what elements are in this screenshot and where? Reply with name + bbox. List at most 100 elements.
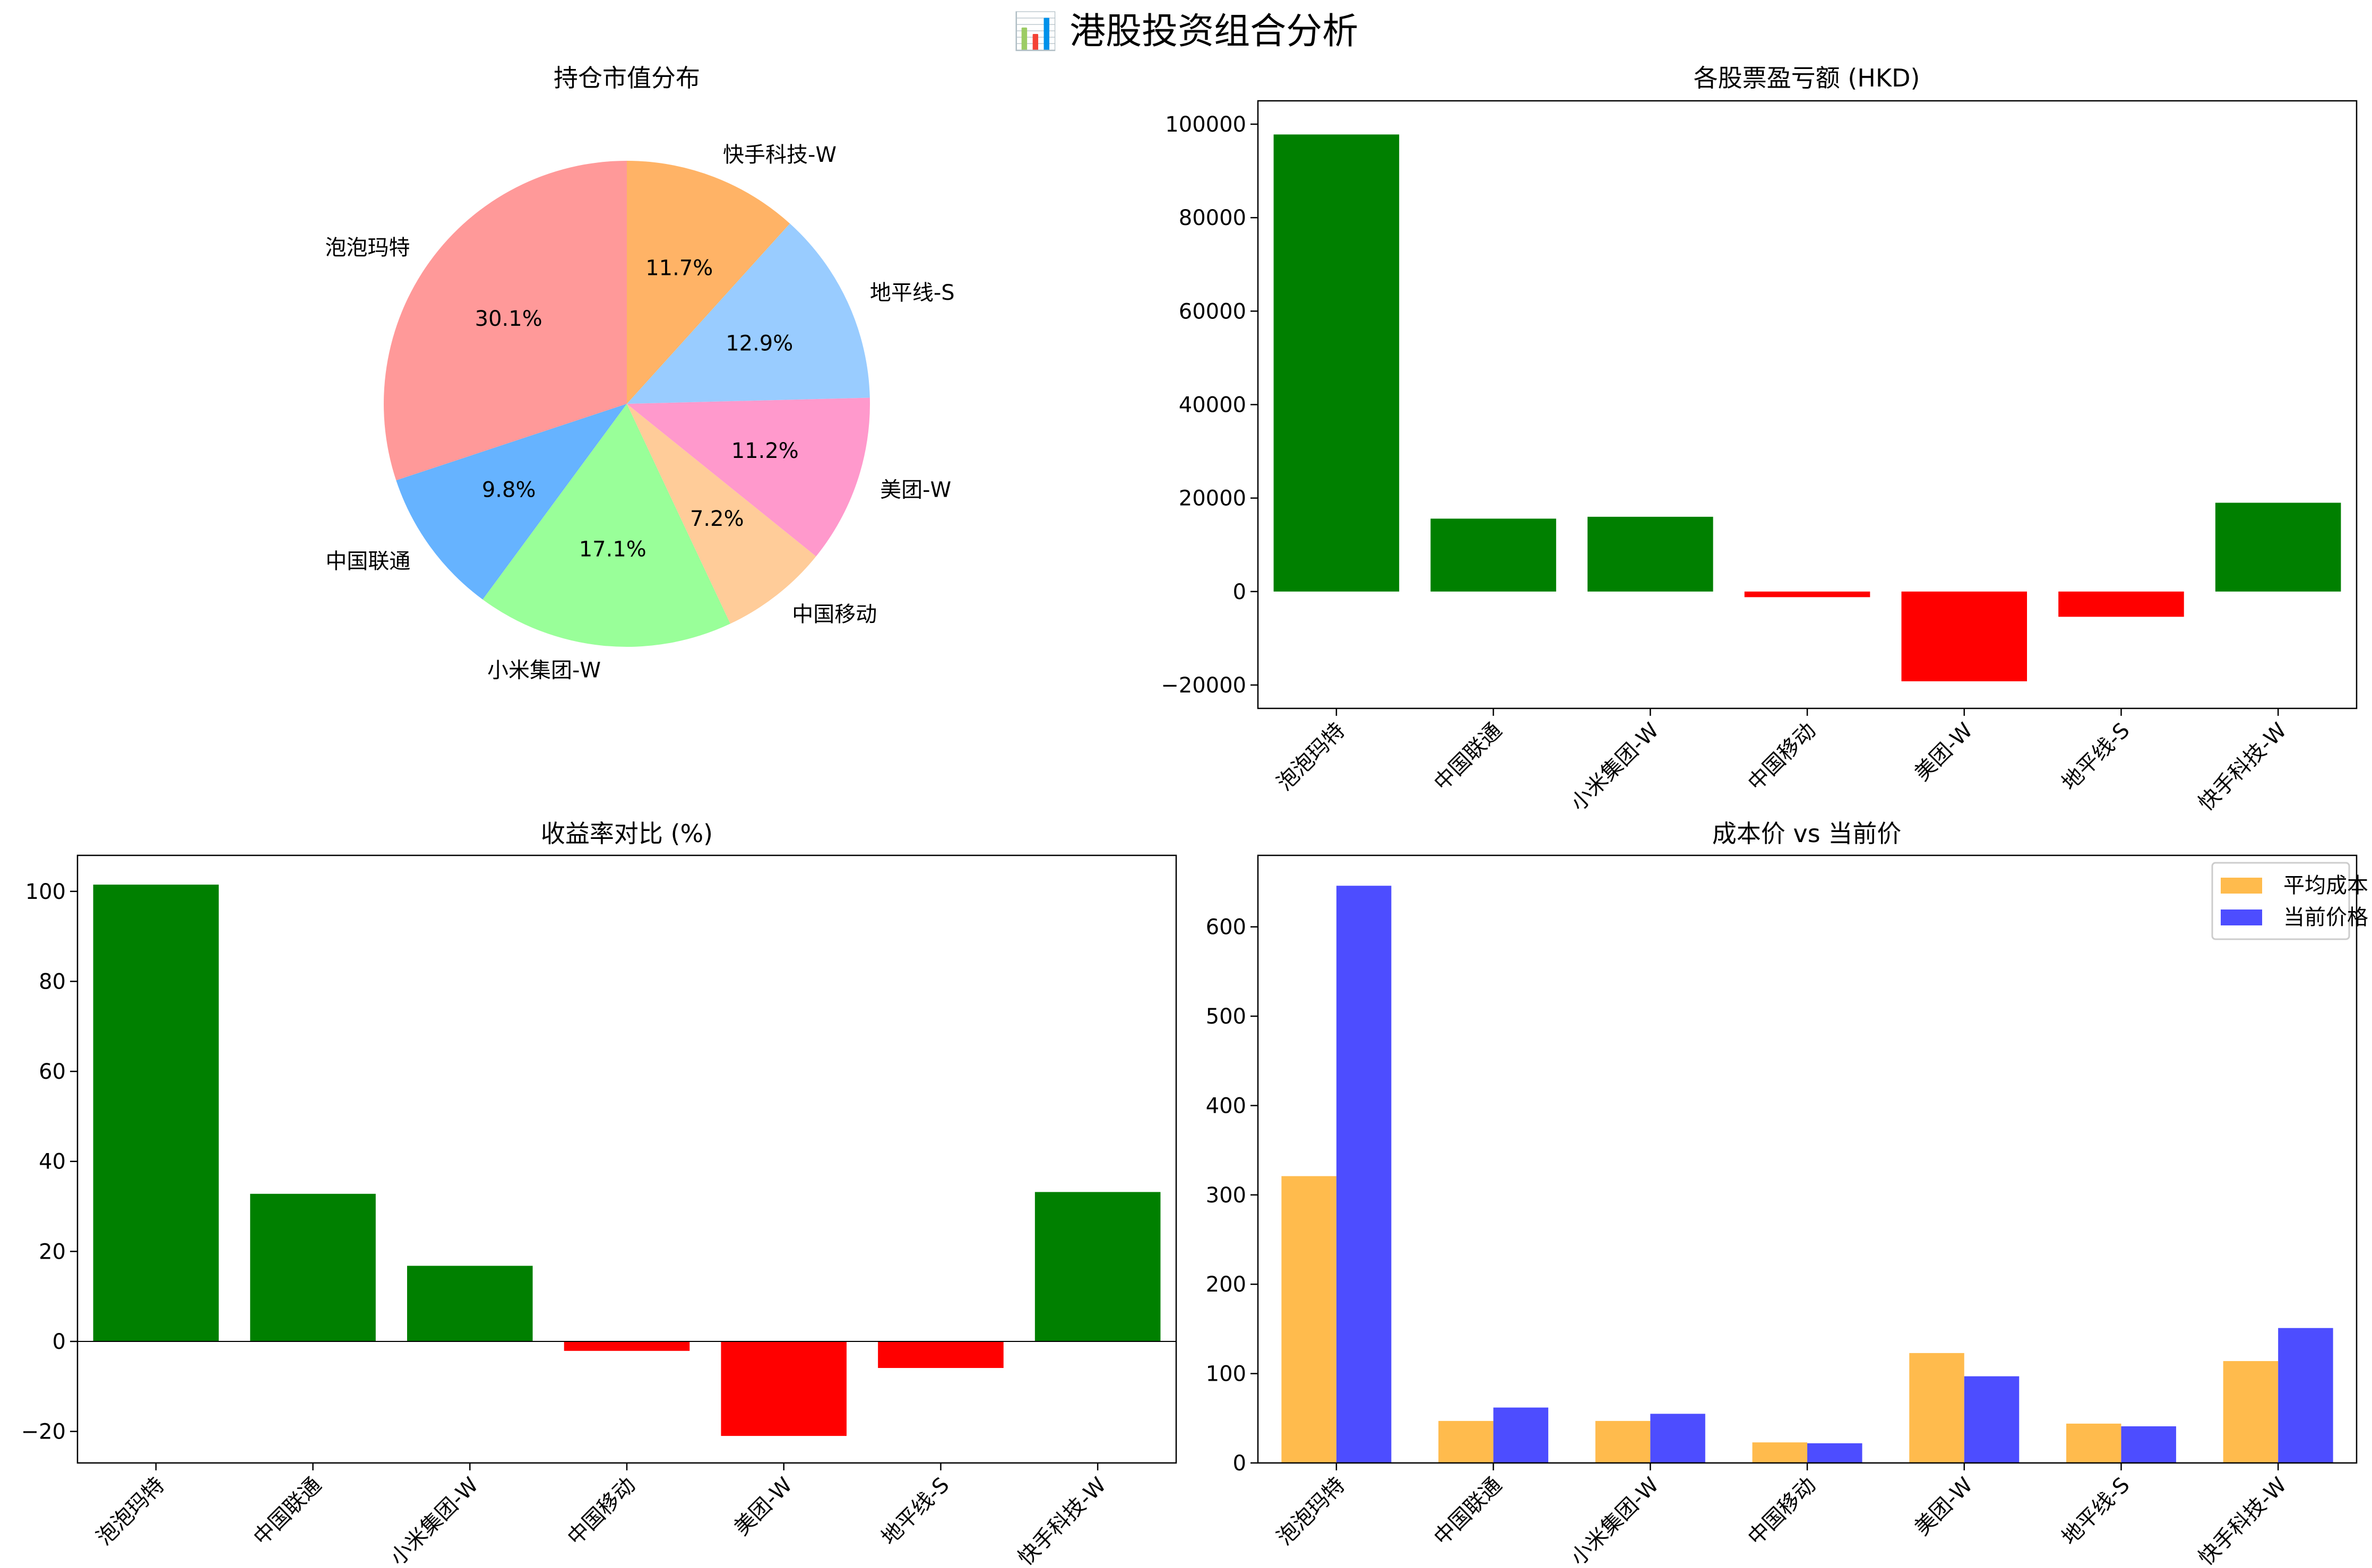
x-tick-label: 地平线-S — [2057, 1473, 2135, 1550]
x-tick-label: 中国移动 — [1743, 1473, 1821, 1550]
return-chart-title: 收益率对比 (%) — [541, 819, 713, 848]
bar-current — [2121, 1426, 2176, 1463]
bar — [564, 1341, 690, 1351]
bar-current — [1336, 886, 1392, 1463]
axes-frame — [1257, 100, 2358, 709]
y-tick-label: 80000 — [1179, 206, 1246, 230]
x-tick-label: 中国移动 — [563, 1473, 640, 1550]
legend-label-current: 当前价格 — [2283, 905, 2368, 930]
x-tick-label: 快手科技-W — [2194, 1473, 2291, 1568]
y-tick-label: 80 — [39, 969, 66, 994]
bar-cost — [1909, 1353, 1964, 1463]
x-tick-label: 美团-W — [1910, 718, 1978, 786]
pie-slice — [482, 404, 731, 647]
y-tick-label: 300 — [1206, 1183, 1246, 1208]
bar-current — [1493, 1407, 1549, 1463]
pie-category-label: 泡泡玛特 — [325, 236, 410, 260]
pie-panel: 持仓市值分布 30.1% 泡泡玛特 9.8% 中国联通 17.1% 小米集团-W 7.2% 中… — [325, 64, 954, 682]
y-tick-label: 20 — [39, 1240, 66, 1264]
y-tick-label: 0 — [53, 1330, 66, 1354]
x-tick-label: 泡泡玛特 — [1272, 1473, 1350, 1550]
pie-pct-label: 9.8% — [482, 478, 536, 503]
y-tick-label: 60 — [39, 1060, 66, 1084]
bar — [1034, 1192, 1161, 1341]
legend-swatch-cost — [2221, 878, 2262, 894]
bar-cost — [1752, 1442, 1807, 1463]
bar — [1430, 518, 1556, 592]
x-tick-label: 中国联通 — [249, 1473, 326, 1550]
price-chart-title: 成本价 vs 当前价 — [1712, 819, 1901, 848]
pie-pct-label: 11.7% — [645, 256, 713, 281]
x-tick-label: 中国联通 — [1429, 718, 1507, 796]
figure-suptitle: 📊 港股投资组合分析 — [1013, 11, 1358, 53]
bar — [1273, 134, 1400, 592]
x-tick-label: 美团-W — [1910, 1473, 1978, 1540]
bar — [878, 1341, 1004, 1368]
bar-current — [2278, 1328, 2333, 1463]
y-tick-label: 600 — [1206, 915, 1246, 940]
bar-current — [1807, 1443, 1862, 1463]
bar-cost — [1438, 1420, 1494, 1463]
bar — [407, 1266, 533, 1341]
y-tick-label: 100 — [1206, 1362, 1246, 1387]
y-tick-label: 200 — [1206, 1272, 1246, 1297]
y-tick-label: 500 — [1206, 1004, 1246, 1029]
x-tick-label: 泡泡玛特 — [1272, 718, 1350, 796]
x-tick-label: 快手科技-W — [1013, 1473, 1111, 1568]
pie-pct-label: 7.2% — [690, 507, 744, 531]
bar — [2215, 503, 2341, 592]
bar — [250, 1193, 376, 1341]
y-tick-label: 20000 — [1179, 487, 1246, 511]
bar-current — [1964, 1376, 2020, 1463]
pie-pct-label: 11.2% — [731, 439, 799, 463]
pie-title: 持仓市值分布 — [554, 64, 700, 92]
price-legend: 平均成本 当前价格 — [2211, 862, 2368, 940]
bar — [2058, 591, 2184, 617]
x-tick-label: 泡泡玛特 — [92, 1473, 169, 1550]
y-tick-label: 40 — [39, 1150, 66, 1174]
profit-chart-title: 各股票盈亏额 (HKD) — [1694, 64, 1920, 92]
y-tick-label: 40000 — [1179, 393, 1246, 418]
bar — [1744, 591, 1870, 597]
pie-category-label: 快手科技-W — [723, 143, 836, 167]
bar — [1901, 591, 2027, 681]
x-tick-label: 小米集团-W — [386, 1473, 484, 1568]
pie-category-label: 地平线-S — [870, 281, 955, 305]
legend-swatch-current — [2221, 909, 2262, 925]
x-tick-label: 地平线-S — [2057, 718, 2135, 796]
y-tick-label: −20000 — [1161, 673, 1246, 698]
x-tick-label: 小米集团-W — [1566, 1473, 1664, 1568]
price-compare-panel: 成本价 vs 当前价 0 100 200 300 400 500 600 泡泡玛特 中国联通 小米… — [1206, 819, 2368, 1568]
y-tick-label: 400 — [1206, 1094, 1246, 1118]
bar — [93, 885, 219, 1341]
y-tick-label: 100 — [25, 880, 66, 904]
x-tick-label: 地平线-S — [877, 1473, 954, 1550]
legend-label-cost: 平均成本 — [2283, 873, 2368, 898]
pie-category-label: 小米集团-W — [487, 658, 601, 682]
bar-current — [1650, 1414, 1705, 1463]
x-tick-label: 小米集团-W — [1566, 718, 1664, 816]
pie-slice — [627, 397, 870, 557]
x-tick-label: 美团-W — [730, 1473, 797, 1540]
x-tick-label: 中国移动 — [1743, 718, 1821, 796]
pie-category-label: 中国联通 — [325, 549, 410, 574]
pie-slice — [627, 161, 790, 404]
pie-slice — [396, 404, 627, 600]
pie-slice — [627, 404, 816, 624]
y-tick-label: 100000 — [1165, 112, 1246, 137]
pie-category-label: 中国移动 — [792, 602, 877, 627]
bar — [1588, 516, 1713, 592]
axes-frame — [1257, 854, 2358, 1464]
bar-cost — [2066, 1423, 2121, 1463]
profit-bar-panel: 各股票盈亏额 (HKD) −20000 0 20000 40000 60000 80000… — [1161, 64, 2358, 816]
pie-pct-label: 17.1% — [579, 537, 646, 561]
bar-cost — [1281, 1176, 1336, 1463]
y-tick-label: 0 — [1233, 580, 1246, 604]
bar — [721, 1341, 847, 1436]
bar-cost — [1595, 1420, 1651, 1463]
pie-pct-label: 12.9% — [726, 331, 793, 356]
pie-slice — [627, 223, 870, 404]
pie-slice — [384, 161, 627, 481]
return-bar-panel: 收益率对比 (%) −20 0 20 40 60 80 100 泡泡玛特 中国联通 小米集团-W 中… — [21, 819, 1177, 1568]
